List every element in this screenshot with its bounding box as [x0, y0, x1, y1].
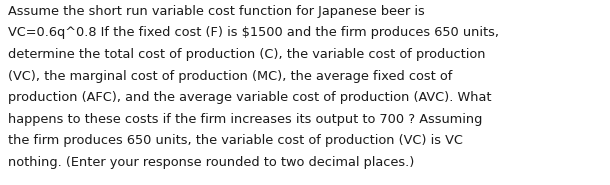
Text: VC=0.6q^0.8 If the fixed cost (F) is $1500 and the firm produces 650 units,: VC=0.6q^0.8 If the fixed cost (F) is $15… — [8, 26, 499, 39]
Text: nothing. (Enter your response rounded to two decimal places.): nothing. (Enter your response rounded to… — [8, 156, 414, 169]
Text: the firm produces 650 units, the variable cost of production (VC) is VC: the firm produces 650 units, the variabl… — [8, 134, 463, 147]
Text: Assume the short run variable cost function for Japanese beer is: Assume the short run variable cost funct… — [8, 5, 425, 18]
Text: determine the total cost of production (C), the variable cost of production: determine the total cost of production (… — [8, 48, 486, 61]
Text: (VC), the marginal cost of production (MC), the average fixed cost of: (VC), the marginal cost of production (M… — [8, 70, 452, 83]
Text: happens to these costs if the firm increases its output to 700 ? Assuming: happens to these costs if the firm incre… — [8, 113, 483, 126]
Text: production (AFC), and the average variable cost of production (AVC). What: production (AFC), and the average variab… — [8, 91, 492, 104]
